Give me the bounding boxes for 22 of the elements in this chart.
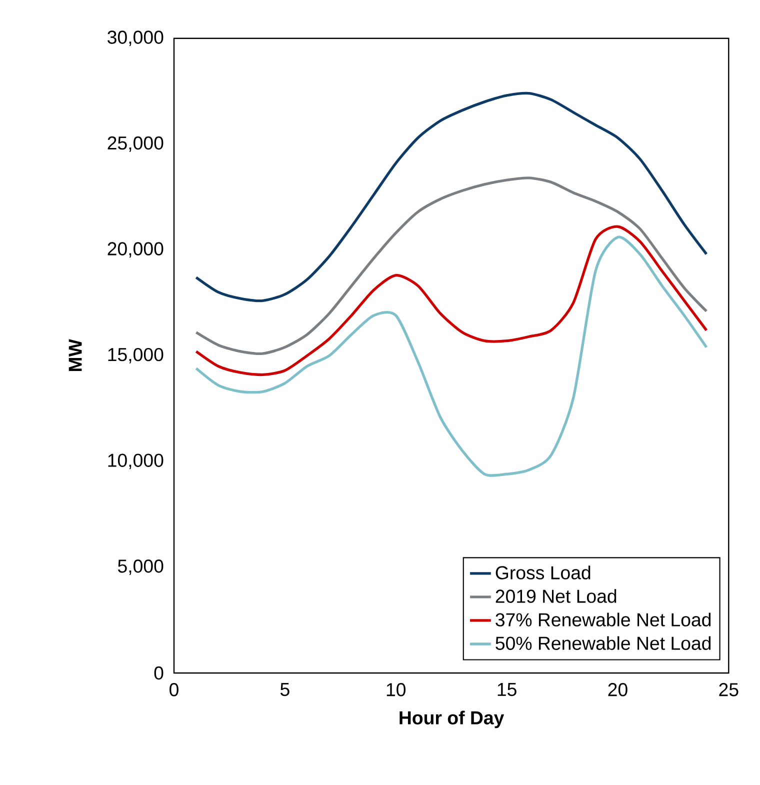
legend-label: 50% Renewable Net Load	[496, 636, 711, 650]
x-axis-title: Hour of Day	[400, 710, 504, 728]
x-tick-label: 20	[608, 683, 628, 696]
y-tick-label: 15,000	[108, 348, 164, 364]
x-tick-label: 0	[170, 683, 178, 696]
x-tick-label: 25	[719, 683, 738, 696]
line-series	[194, 176, 708, 355]
y-tick-label: 5,000	[118, 559, 164, 575]
x-tick-label: 5	[280, 683, 290, 696]
y-tick-label: 10,000	[108, 454, 164, 470]
y-axis-title: MW	[68, 339, 82, 371]
legend-label: 37% Renewable Net Load	[496, 612, 711, 626]
y-tick-label: 20,000	[108, 242, 164, 258]
y-tick-label: 0	[154, 666, 164, 680]
legend-label: Gross Load	[496, 566, 590, 580]
y-tick-label: 25,000	[108, 136, 164, 152]
y-tick-label: 30,000	[108, 30, 164, 46]
x-tick-label: 15	[498, 683, 516, 696]
legend-label: 2019 Net Load	[496, 589, 616, 603]
line-series	[194, 92, 708, 302]
x-tick-label: 10	[386, 683, 406, 696]
line-series	[194, 225, 708, 376]
